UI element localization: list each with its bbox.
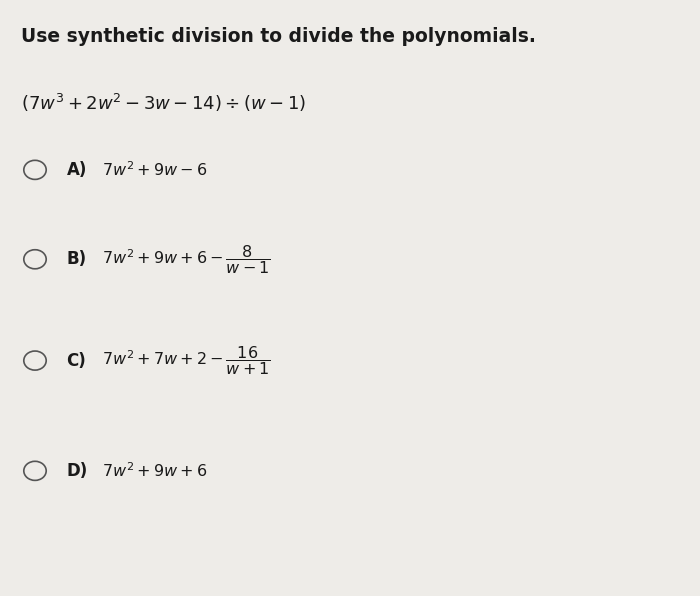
Text: $(7w^3 + 2w^2 - 3w - 14) \div (w - 1)$: $(7w^3 + 2w^2 - 3w - 14) \div (w - 1)$ — [21, 92, 307, 114]
Text: $7w^2 + 7w + 2 - \dfrac{16}{w + 1}$: $7w^2 + 7w + 2 - \dfrac{16}{w + 1}$ — [102, 344, 270, 377]
Text: D): D) — [66, 462, 88, 480]
Text: $7w^2 + 9w - 6$: $7w^2 + 9w - 6$ — [102, 160, 206, 179]
Text: Use synthetic division to divide the polynomials.: Use synthetic division to divide the pol… — [21, 27, 536, 46]
Text: $7w^2 + 9w + 6$: $7w^2 + 9w + 6$ — [102, 461, 206, 480]
Text: C): C) — [66, 352, 86, 370]
Text: $7w^2 + 9w + 6 - \dfrac{8}{w - 1}$: $7w^2 + 9w + 6 - \dfrac{8}{w - 1}$ — [102, 243, 270, 276]
Text: B): B) — [66, 250, 87, 268]
Text: A): A) — [66, 161, 87, 179]
